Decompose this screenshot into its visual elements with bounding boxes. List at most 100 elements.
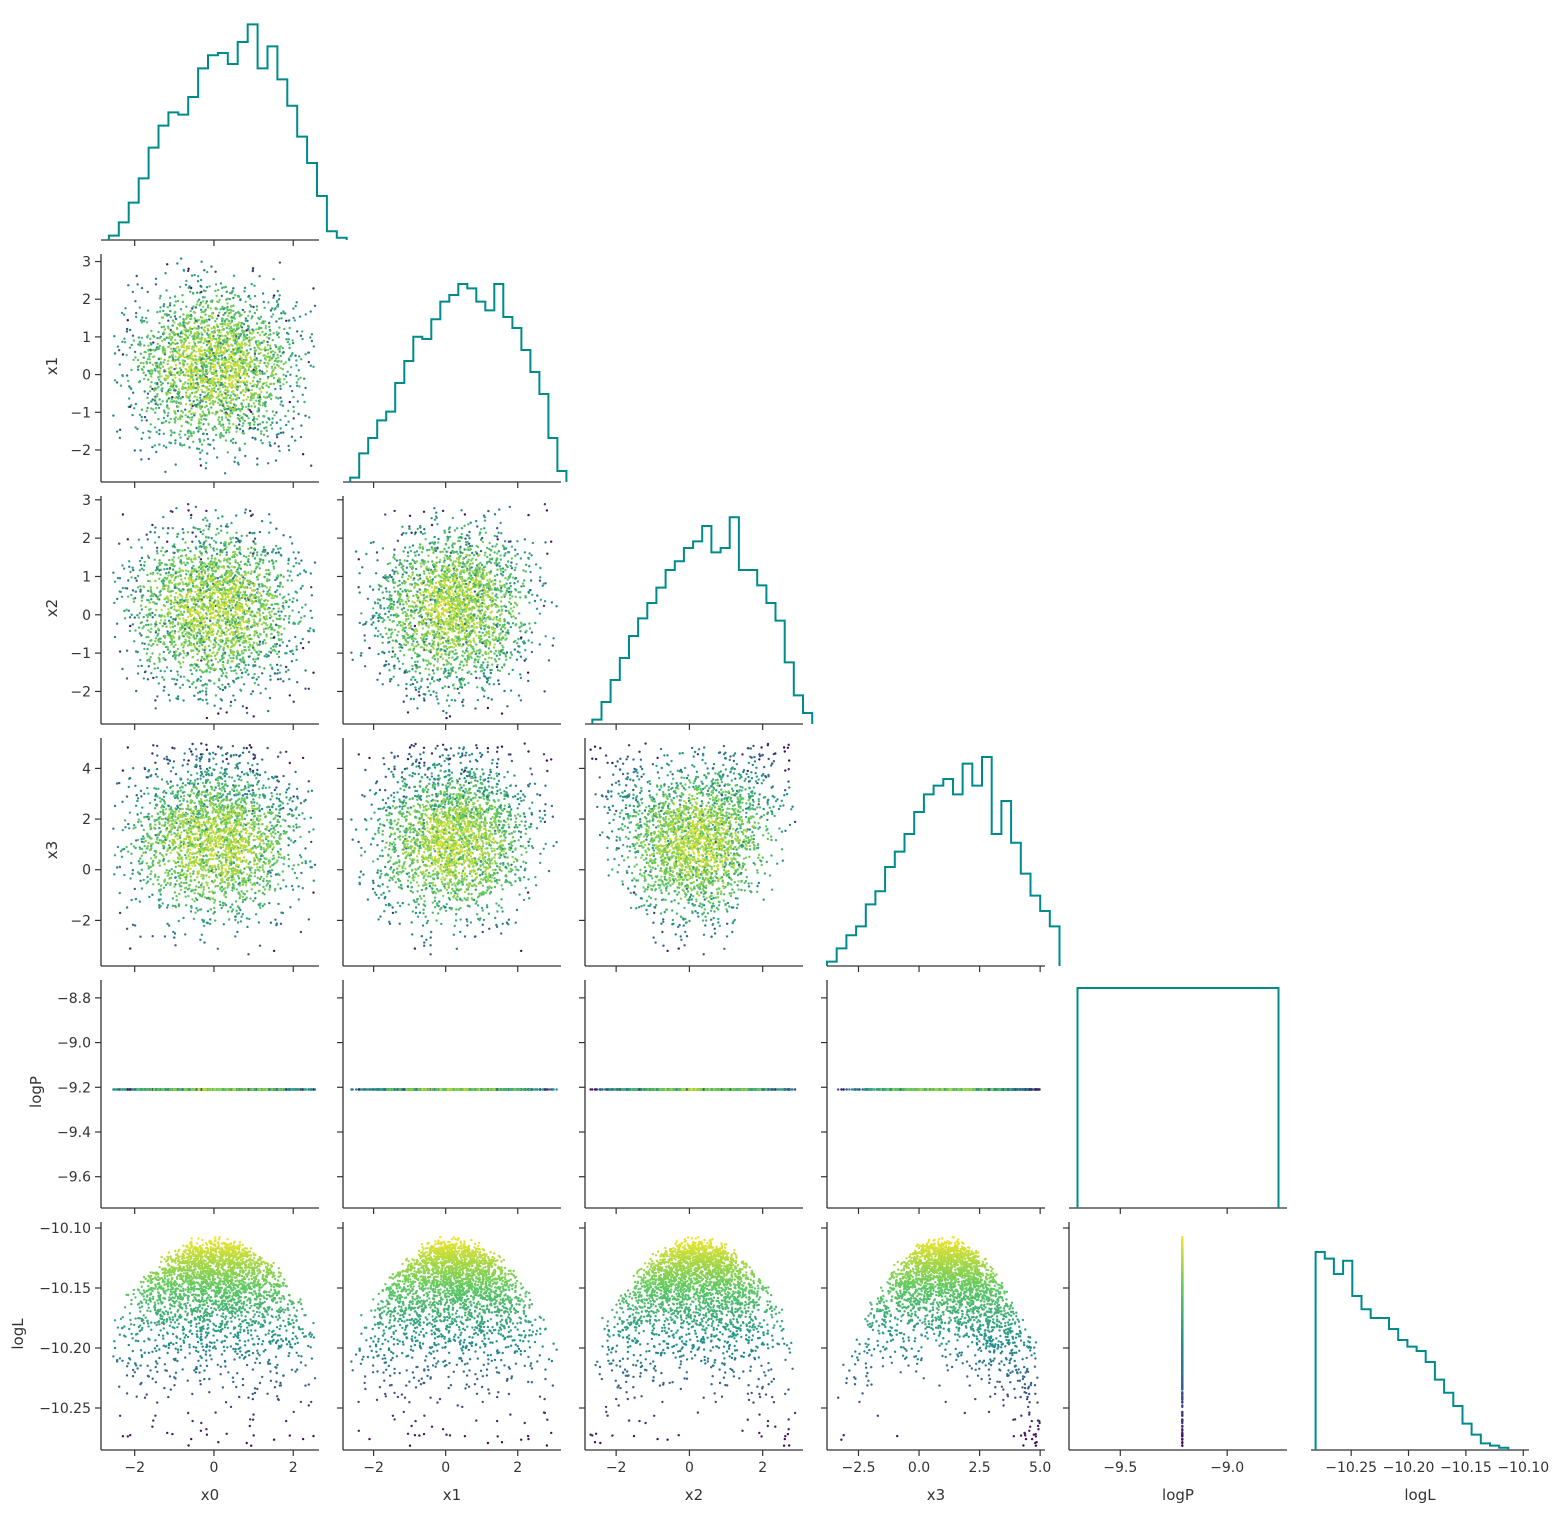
scatter-point — [167, 574, 169, 576]
scatter-point — [166, 263, 168, 265]
scatter-point — [243, 290, 245, 292]
scatter-point — [254, 353, 256, 355]
scatter-point — [243, 339, 245, 341]
scatter-point — [260, 595, 262, 597]
scatter-point — [244, 335, 246, 337]
scatter-point — [249, 382, 251, 384]
scatter-point — [293, 317, 295, 319]
scatter-point — [133, 407, 135, 409]
scatter-point — [206, 414, 208, 416]
scatter-point — [190, 314, 192, 316]
scatter-point — [187, 268, 189, 270]
scatter-point — [265, 356, 267, 358]
scatter-point — [163, 338, 165, 340]
scatter-point — [200, 291, 202, 293]
scatter-point — [302, 394, 304, 396]
scatter-point — [244, 344, 246, 346]
scatter-point — [277, 290, 279, 292]
scatter-point — [208, 337, 210, 339]
scatter-point — [242, 366, 244, 368]
scatter-point — [195, 362, 197, 364]
scatter-point — [266, 421, 268, 423]
scatter-point — [232, 305, 234, 307]
scatter-point — [230, 670, 232, 672]
scatter-point — [230, 402, 232, 404]
scatter-point — [217, 334, 219, 336]
scatter-point — [278, 360, 280, 362]
scatter-point — [236, 328, 238, 330]
scatter-point — [259, 388, 261, 390]
scatter-point — [248, 344, 250, 346]
scatter-point — [251, 389, 253, 391]
scatter-point — [253, 618, 255, 620]
scatter-point — [205, 401, 207, 403]
scatter-point — [289, 599, 291, 601]
scatter-point — [144, 390, 146, 392]
scatter-point — [221, 329, 223, 331]
scatter-point — [140, 458, 142, 460]
scatter-point — [273, 414, 275, 416]
scatter-point — [197, 341, 199, 343]
scatter-point — [224, 392, 226, 394]
scatter-point — [278, 298, 280, 300]
scatter-point — [204, 326, 206, 328]
scatter-point — [165, 626, 167, 628]
scatter-point — [247, 325, 249, 327]
scatter-point — [149, 372, 151, 374]
scatter-point — [252, 413, 254, 415]
scatter-point — [297, 400, 299, 402]
scatter-point — [219, 403, 221, 405]
scatter-point — [174, 374, 176, 376]
scatter-point — [219, 437, 221, 439]
scatter-point — [170, 339, 172, 341]
scatter-point — [260, 316, 262, 318]
scatter-point — [159, 295, 161, 297]
scatter-point — [250, 515, 252, 517]
scatter-point — [170, 382, 172, 384]
scatter-point — [183, 620, 185, 622]
scatter-point — [192, 305, 194, 307]
scatter-point — [228, 374, 230, 376]
scatter-point — [308, 361, 310, 363]
scatter-point — [258, 381, 260, 383]
scatter-point — [167, 382, 169, 384]
scatter-point — [149, 362, 151, 364]
scatter-point — [259, 362, 261, 364]
scatter-point — [173, 565, 175, 567]
scatter-point — [161, 340, 163, 342]
scatter-point — [295, 359, 297, 361]
scatter-point — [252, 658, 254, 660]
scatter-point — [303, 378, 305, 380]
scatter-point — [278, 318, 280, 320]
scatter-point — [199, 370, 201, 372]
scatter-point — [230, 316, 232, 318]
scatter-point — [204, 386, 206, 388]
scatter-point — [200, 309, 202, 311]
scatter-point — [199, 285, 201, 287]
scatter-point — [173, 410, 175, 412]
scatter-point — [238, 397, 240, 399]
y-tick-label: −1 — [70, 405, 91, 421]
scatter-point — [235, 335, 237, 337]
scatter-point — [203, 439, 205, 441]
scatter-point — [174, 397, 176, 399]
panel-x0-x2: −2−10123 — [70, 493, 319, 730]
scatter-point — [148, 437, 150, 439]
scatter-point — [216, 378, 218, 380]
scatter-point — [239, 299, 241, 301]
scatter-point — [194, 274, 196, 276]
scatter-point — [237, 462, 239, 464]
scatter-point — [173, 400, 175, 402]
scatter-point — [162, 350, 164, 352]
scatter-point — [237, 385, 239, 387]
scatter-point — [182, 383, 184, 385]
scatter-point — [245, 338, 247, 340]
scatter-point — [193, 338, 195, 340]
scatter-point — [263, 631, 265, 633]
scatter-point — [177, 406, 179, 408]
scatter-point — [258, 318, 260, 320]
scatter-point — [216, 456, 218, 458]
scatter-point — [166, 404, 168, 406]
scatter-point — [157, 370, 159, 372]
scatter-point — [205, 302, 207, 304]
